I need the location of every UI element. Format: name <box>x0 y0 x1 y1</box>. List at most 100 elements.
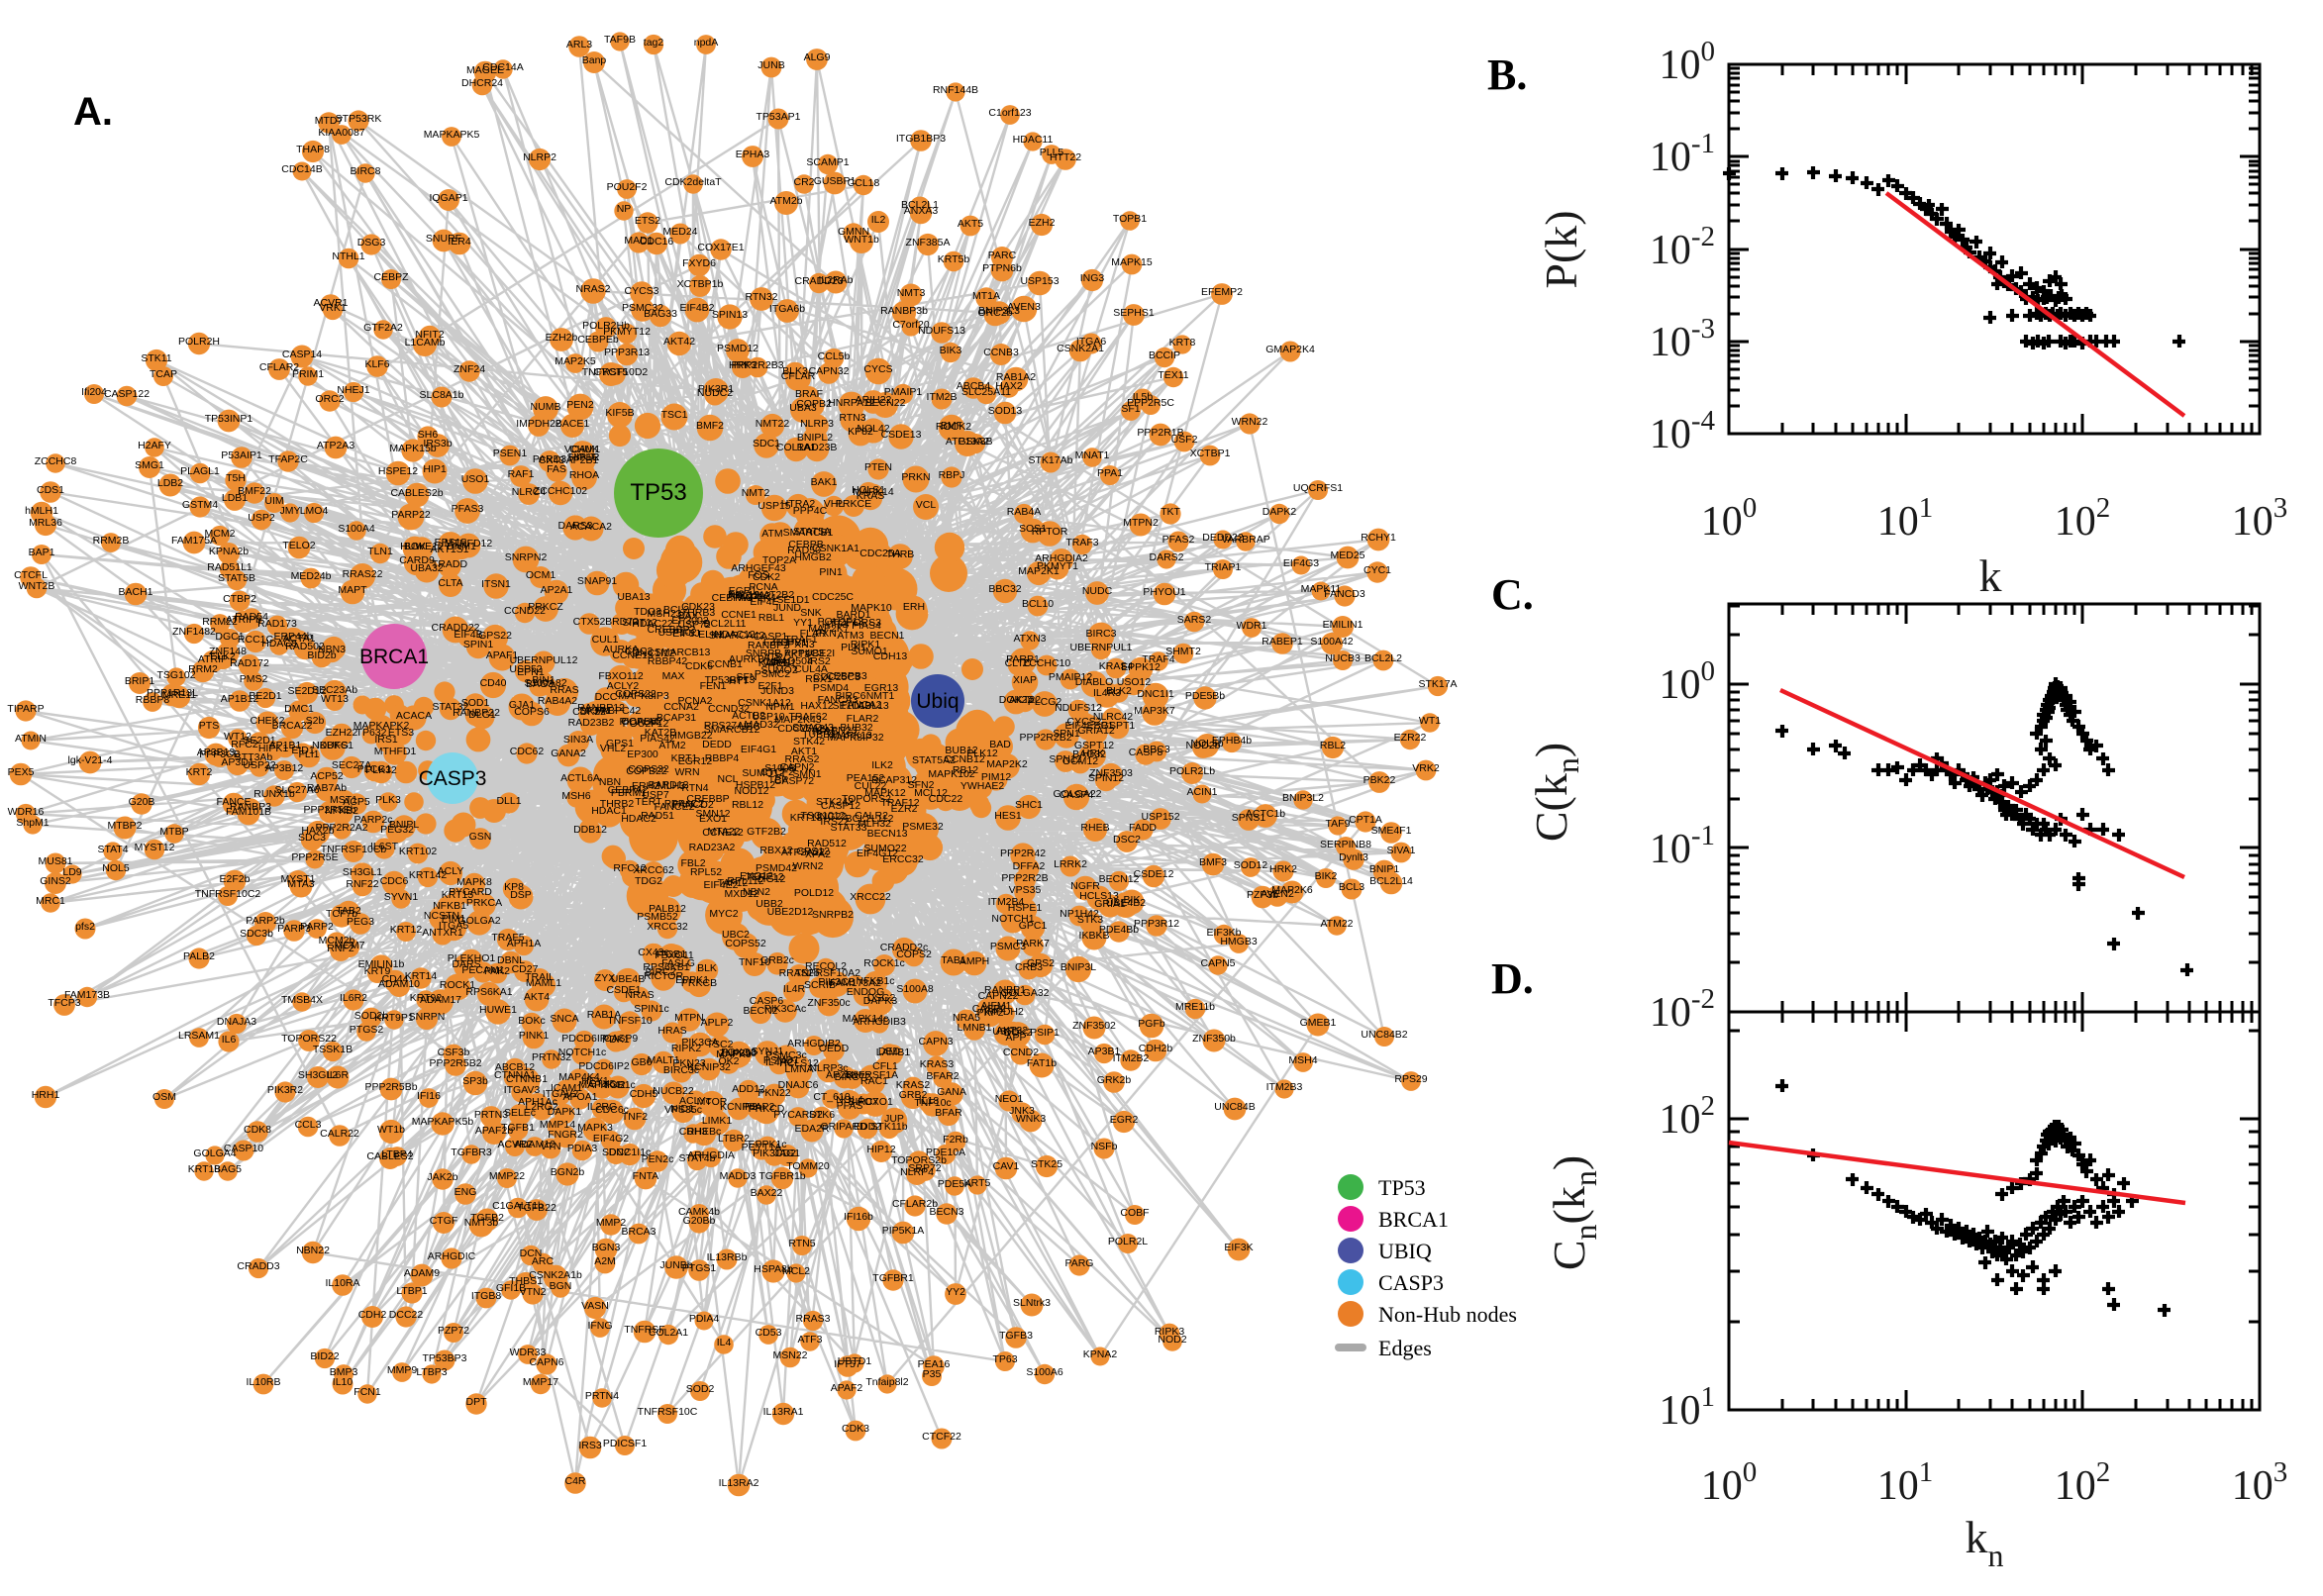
svg-text:ACP52: ACP52 <box>310 770 343 782</box>
svg-text:PTEN: PTEN <box>864 461 892 473</box>
svg-text:ETS2: ETS2 <box>635 215 660 227</box>
svg-text:SMG1: SMG1 <box>135 459 164 471</box>
svg-text:IL4R: IL4R <box>783 983 806 995</box>
svg-text:HDAC2: HDAC2 <box>621 813 656 825</box>
svg-text:MRE11: MRE11 <box>162 689 196 701</box>
svg-text:NMT3b: NMT3b <box>464 1217 499 1229</box>
svg-text:RFC12: RFC12 <box>613 862 646 874</box>
svg-text:PSME32: PSME32 <box>902 821 944 833</box>
svg-text:XPA2: XPA2 <box>805 848 831 860</box>
svg-text:PARK7: PARK7 <box>1016 938 1050 949</box>
svg-text:DCN: DCN <box>520 1247 543 1259</box>
svg-text:UBE4B: UBE4B <box>611 973 645 985</box>
svg-text:D.: D. <box>1491 954 1534 1003</box>
svg-text:RHEB: RHEB <box>1080 822 1109 834</box>
svg-text:PPA1: PPA1 <box>1097 467 1123 479</box>
svg-text:BAG33: BAG33 <box>644 308 677 320</box>
svg-text:PDE5Bb: PDE5Bb <box>1185 690 1225 702</box>
svg-text:PIN1: PIN1 <box>819 566 843 578</box>
svg-text:DARS2: DARS2 <box>1149 551 1183 563</box>
svg-text:RAB4A2: RAB4A2 <box>538 695 577 707</box>
svg-text:CX43c: CX43c <box>638 947 669 958</box>
svg-text:CTGF: CTGF <box>430 1215 458 1227</box>
svg-text:SPN12: SPN12 <box>1049 753 1081 765</box>
svg-text:TIPARP: TIPARP <box>7 703 44 715</box>
svg-text:CCND22: CCND22 <box>504 605 546 617</box>
svg-text:ITGB1c: ITGB1c <box>600 1079 636 1091</box>
svg-text:NP1H42: NP1H42 <box>1060 908 1099 920</box>
svg-text:NLRP3: NLRP3 <box>800 418 834 430</box>
svg-text:IFNG: IFNG <box>587 1320 612 1332</box>
svg-text:NMT22: NMT22 <box>756 418 790 430</box>
svg-text:MSH6: MSH6 <box>561 790 590 802</box>
svg-text:ARHGDIB2: ARHGDIB2 <box>787 1038 841 1049</box>
svg-text:FADD: FADD <box>1129 822 1157 834</box>
svg-text:BCL2L2: BCL2L2 <box>1364 652 1402 664</box>
svg-text:LRSAM1: LRSAM1 <box>178 1030 220 1042</box>
svg-text:PRTN4: PRTN4 <box>585 1390 619 1402</box>
svg-text:S100A42: S100A42 <box>1310 636 1353 648</box>
svg-text:BECN12: BECN12 <box>1099 873 1140 885</box>
svg-text:DLL1: DLL1 <box>496 795 521 807</box>
svg-text:THAP8: THAP8 <box>296 144 330 155</box>
svg-text:DNAJC6: DNAJC6 <box>778 1079 819 1091</box>
svg-text:BOKc: BOKc <box>518 1015 545 1027</box>
svg-text:BNIP3L2: BNIP3L2 <box>1282 792 1324 804</box>
svg-text:ORC2: ORC2 <box>315 393 344 405</box>
svg-text:CD53: CD53 <box>756 1327 782 1339</box>
svg-text:UBERNPUL12: UBERNPUL12 <box>510 654 578 666</box>
svg-text:DEDD22: DEDD22 <box>1202 532 1244 544</box>
svg-text:CABLES2b: CABLES2b <box>390 487 443 499</box>
svg-text:PPP2R1B: PPP2R1B <box>1137 427 1183 439</box>
svg-text:RPS6KA1: RPS6KA1 <box>465 986 512 998</box>
svg-text:KRT13: KRT13 <box>790 812 823 824</box>
svg-text:SMN12: SMN12 <box>695 808 730 820</box>
svg-text:STK17A: STK17A <box>1418 678 1457 690</box>
svg-text:NRAS2: NRAS2 <box>575 283 610 295</box>
svg-text:ELK2: ELK2 <box>210 650 236 662</box>
svg-text:CDC25C: CDC25C <box>812 591 854 603</box>
svg-text:BIRC8: BIRC8 <box>351 165 381 177</box>
svg-text:ARHGDIC: ARHGDIC <box>428 1250 476 1262</box>
svg-text:APH1Ac: APH1Ac <box>518 1096 557 1108</box>
svg-text:CASP3: CASP3 <box>1378 1270 1444 1295</box>
svg-text:KLF6: KLF6 <box>364 358 389 370</box>
svg-text:STK25: STK25 <box>1031 1158 1062 1170</box>
svg-text:APLP2: APLP2 <box>701 1017 734 1029</box>
svg-text:DMC1: DMC1 <box>284 703 314 715</box>
svg-text:CSF3b: CSF3b <box>438 1047 470 1058</box>
svg-text:NLRP3c: NLRP3c <box>809 1062 848 1074</box>
svg-text:STK42: STK42 <box>793 736 825 748</box>
svg-text:BIRC3: BIRC3 <box>1086 628 1117 640</box>
svg-text:KRT8: KRT8 <box>1169 337 1196 349</box>
svg-text:CDH13: CDH13 <box>873 650 908 662</box>
svg-text:BECN22: BECN22 <box>865 397 906 409</box>
svg-text:TP53: TP53 <box>630 479 686 506</box>
svg-text:DSC2: DSC2 <box>1113 834 1141 846</box>
svg-text:RNF144B: RNF144B <box>933 84 978 96</box>
svg-text:PIP5K1A: PIP5K1A <box>882 1225 925 1237</box>
svg-text:MAPK8: MAPK8 <box>456 876 492 888</box>
svg-text:NLRP2: NLRP2 <box>523 151 556 163</box>
svg-text:TCF7b: TCF7b <box>326 908 357 920</box>
svg-text:IFI16b: IFI16b <box>844 1211 873 1223</box>
svg-text:npdA: npdA <box>694 37 719 49</box>
svg-text:BRIP1: BRIP1 <box>125 675 155 687</box>
svg-text:HRK3: HRK3 <box>729 359 757 371</box>
svg-text:TP53INP1: TP53INP1 <box>205 413 253 425</box>
svg-text:SMARCA42: SMARCA42 <box>709 630 765 642</box>
svg-text:CAPN6: CAPN6 <box>529 1356 563 1368</box>
svg-text:CCL3: CCL3 <box>295 1119 322 1131</box>
svg-text:DFFA2: DFFA2 <box>1013 860 1046 872</box>
svg-text:BFAR2: BFAR2 <box>926 1070 959 1082</box>
svg-text:CEBPZ: CEBPZ <box>373 271 409 283</box>
svg-text:MRL36: MRL36 <box>29 517 62 529</box>
svg-text:NUDC: NUDC <box>1082 585 1113 597</box>
svg-text:RECQL2: RECQL2 <box>805 960 847 972</box>
svg-text:SERPINB8: SERPINB8 <box>1320 839 1371 850</box>
svg-text:TNF10c: TNF10c <box>914 1097 951 1109</box>
svg-text:UBE4B2: UBE4B2 <box>1106 897 1146 909</box>
svg-text:KRT5b: KRT5b <box>938 253 970 265</box>
svg-text:KRT18: KRT18 <box>188 1163 221 1175</box>
svg-text:TERF12: TERF12 <box>745 871 783 883</box>
